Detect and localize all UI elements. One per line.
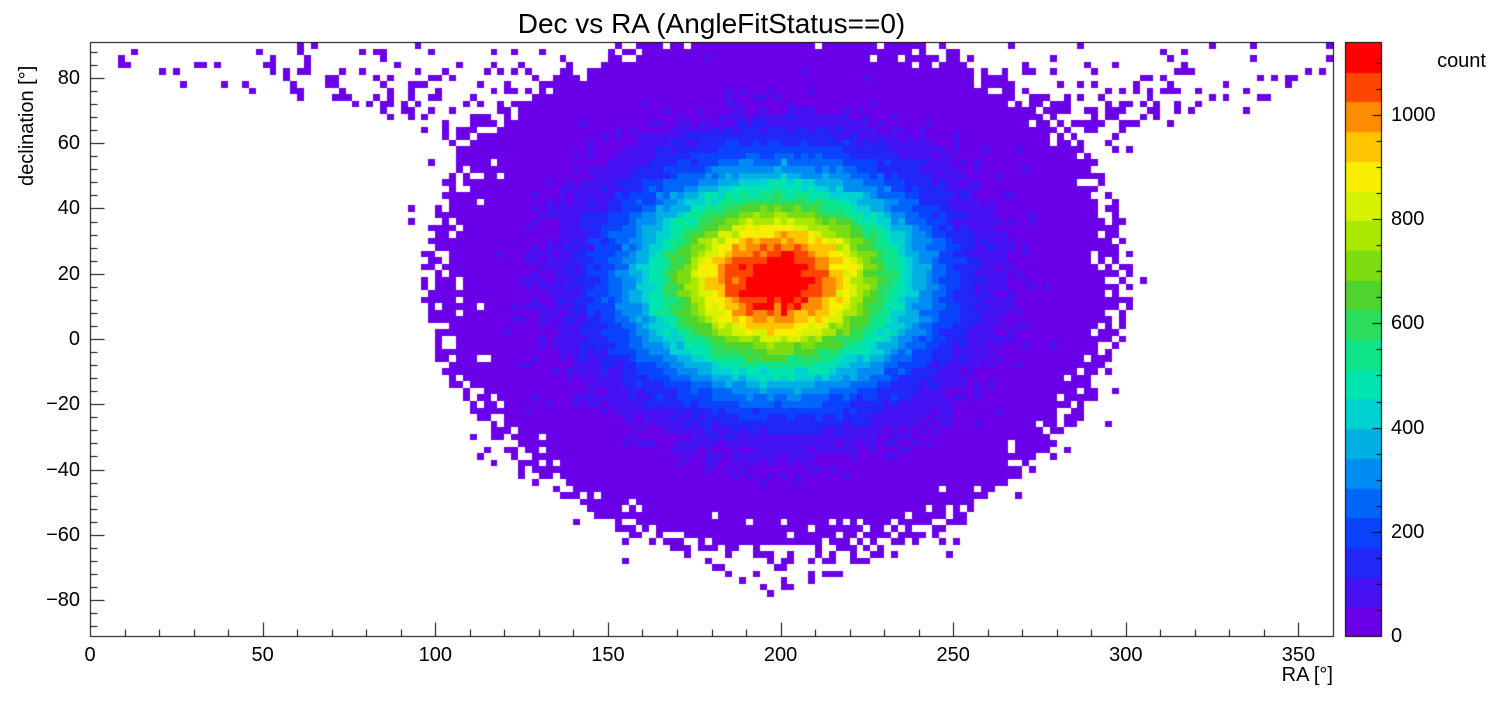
x-tick-label: 300 xyxy=(1109,644,1143,666)
x-axis-title: RA [°] xyxy=(1281,664,1333,686)
x-tick-label: 350 xyxy=(1281,644,1316,666)
x-tick-label: 250 xyxy=(936,644,970,666)
y-tick-label: 80 xyxy=(57,66,80,89)
x-tick-label: 50 xyxy=(251,644,274,666)
y-tick-label: −20 xyxy=(46,393,80,416)
colorbar-tick-label: 0 xyxy=(1391,625,1403,647)
colorbar-tick-label: 400 xyxy=(1391,416,1425,439)
y-tick-label: 40 xyxy=(57,197,80,220)
x-tick-label: 100 xyxy=(418,644,452,666)
y-tick-label: −40 xyxy=(46,458,80,481)
x-tick-label: 0 xyxy=(84,644,96,666)
x-tick-label: 200 xyxy=(763,644,798,666)
y-tick-label: −80 xyxy=(46,589,80,612)
y-tick-label: −60 xyxy=(46,523,80,546)
colorbar-title: count xyxy=(1437,50,1486,72)
chart-title: Dec vs RA (AngleFitStatus==0) xyxy=(517,8,906,39)
y-tick-label: 20 xyxy=(57,262,80,285)
y-tick-label: 60 xyxy=(57,132,80,155)
colorbar-tick-label: 600 xyxy=(1391,312,1425,335)
y-tick-label: 0 xyxy=(68,328,80,350)
colorbar-tick-label: 1000 xyxy=(1391,103,1436,126)
colorbar-tick-label: 200 xyxy=(1391,520,1425,543)
x-tick-label: 150 xyxy=(591,644,625,666)
colorbar-tick-label: 800 xyxy=(1391,208,1425,231)
